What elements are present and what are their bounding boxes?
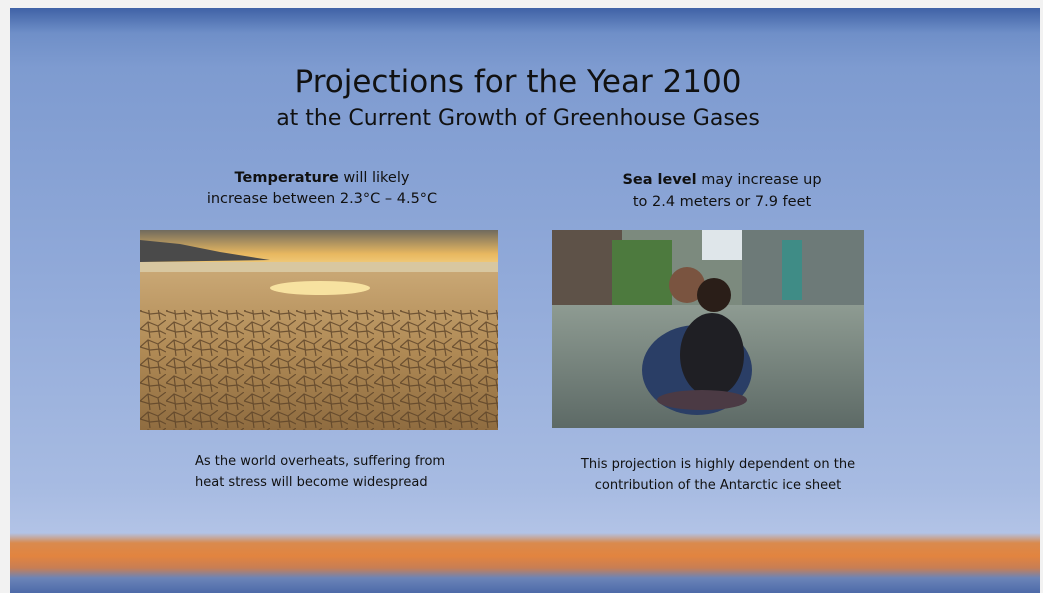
right-caption-line2: contribution of the Antarctic ice sheet xyxy=(595,478,841,493)
right-heading-line2: to 2.4 meters or 7.9 feet xyxy=(633,194,811,210)
title: Projections for the Year 2100 xyxy=(295,64,742,100)
slide: Projections for the Year 2100 at the Cur… xyxy=(10,8,1040,593)
heading-text: may increase up xyxy=(697,172,822,188)
heading-bold: Temperature xyxy=(235,170,339,186)
left-caption-line2: heat stress will become widespread xyxy=(195,475,428,490)
flood-photo xyxy=(552,230,864,428)
right-heading: Sea level may increase up xyxy=(622,172,821,188)
drought-photo xyxy=(140,230,498,430)
left-heading-line2: increase between 2.3°C – 4.5°C xyxy=(207,191,437,207)
left-heading: Temperature will likely xyxy=(235,170,410,186)
left-caption-line1: As the world overheats, suffering from xyxy=(195,454,445,469)
right-caption-line1: This projection is highly dependent on t… xyxy=(581,457,855,472)
subtitle: at the Current Growth of Greenhouse Gase… xyxy=(276,106,760,131)
heading-text: will likely xyxy=(339,170,410,186)
heading-bold: Sea level xyxy=(622,172,696,188)
page: {"slide": { "title": "Projections for th… xyxy=(0,0,1043,593)
